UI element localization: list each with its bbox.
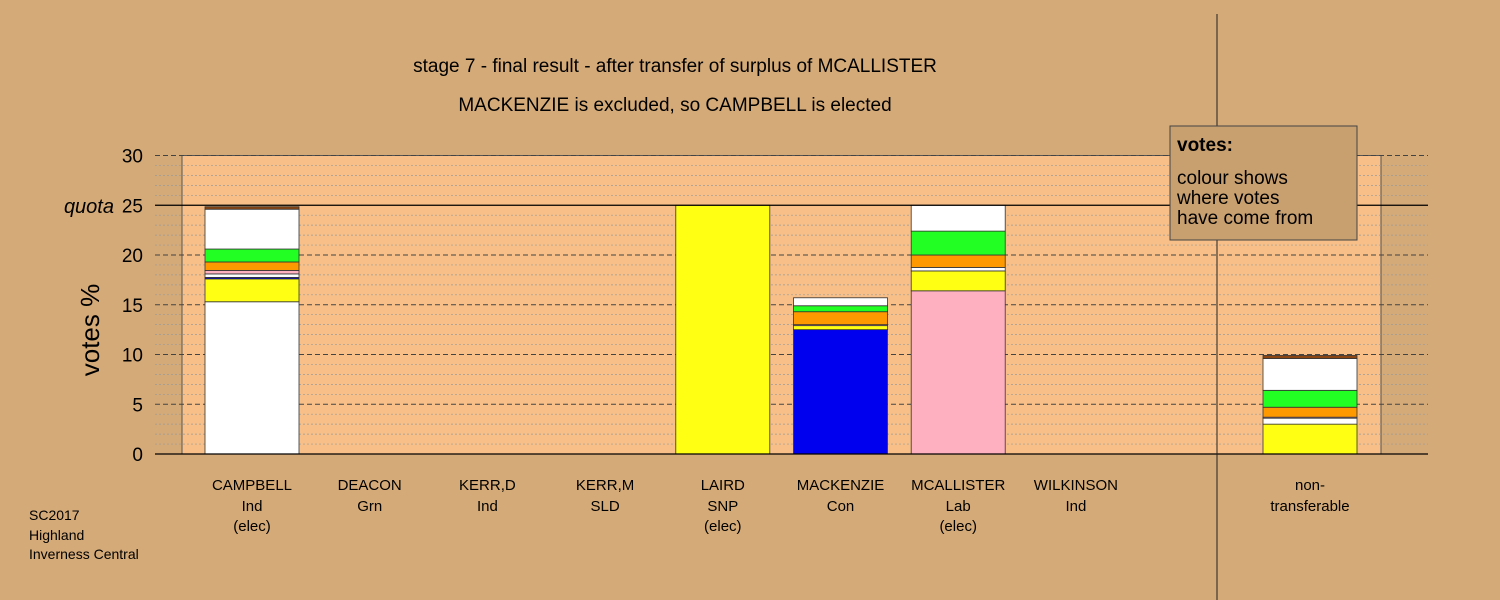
y-tick-label: 5 xyxy=(132,395,143,416)
bar-segment-campbell-8 xyxy=(204,206,300,210)
bar-segment-campbell-7 xyxy=(204,208,300,250)
legend: votes: colour shows where votes have com… xyxy=(1169,125,1358,241)
y-tick-label: 0 xyxy=(132,445,143,466)
candidate-status-label: (elec) xyxy=(939,518,977,535)
candidate-party-label: Grn xyxy=(357,498,382,515)
bar-segment-campbell-6 xyxy=(204,248,300,263)
chart-title: stage 7 - final result - after transfer … xyxy=(413,56,937,77)
candidate-status-label: (elec) xyxy=(233,518,271,535)
y-tick-label: 15 xyxy=(122,296,143,317)
y-tick-label: 25 xyxy=(122,196,143,217)
bar-segment-mcallister-0 xyxy=(910,290,1006,455)
legend-line-3: have come from xyxy=(1177,208,1313,229)
legend-box xyxy=(1169,125,1358,241)
candidate-name-label: MACKENZIE xyxy=(797,477,885,494)
footer-election: SC2017 xyxy=(29,507,80,523)
bar-segment-mcallister-1 xyxy=(910,270,1006,292)
legend-heading: votes: xyxy=(1177,135,1233,156)
bar-segment-mcallister-3 xyxy=(910,254,1006,268)
bar-segment-mcallister-4 xyxy=(910,230,1006,256)
quota-label: quota xyxy=(64,196,114,218)
nontransferable-label: transferable xyxy=(1270,498,1349,515)
candidate-status-label: (elec) xyxy=(704,518,742,535)
bar-segment-mackenzie-1 xyxy=(793,325,888,331)
bar-segment-campbell-4 xyxy=(204,270,300,275)
y-tick-label: 20 xyxy=(122,246,143,267)
bar-segment-campbell-1 xyxy=(204,278,300,303)
candidate-name-label: MCALLISTER xyxy=(911,477,1005,494)
bar-segment-laird-0 xyxy=(675,204,771,455)
bar-segment-nontransferable-3 xyxy=(1262,406,1358,418)
candidate-party-label: SLD xyxy=(591,498,620,515)
bar-segment-campbell-5 xyxy=(204,261,300,271)
candidate-name-label: WILKINSON xyxy=(1034,477,1118,494)
candidate-party-label: SNP xyxy=(707,498,738,515)
candidate-name-label: DEACON xyxy=(338,477,402,494)
candidate-name-label: LAIRD xyxy=(701,477,745,494)
bar-segment-campbell-3 xyxy=(204,273,300,278)
footer-ward: Inverness Central xyxy=(29,546,139,562)
y-axis-label: votes % xyxy=(75,284,105,377)
candidate-name-label: KERR,M xyxy=(576,477,634,494)
candidate-name-label: KERR,D xyxy=(459,477,516,494)
bar-segment-nontransferable-5 xyxy=(1262,358,1358,391)
bar-segment-mackenzie-5 xyxy=(793,297,888,307)
bar-segment-mackenzie-3 xyxy=(793,311,888,326)
bar-segment-nontransferable-0 xyxy=(1262,423,1358,455)
bar-segment-mcallister-5 xyxy=(910,204,1006,232)
candidate-party-label: Lab xyxy=(946,498,971,515)
legend-line-1: colour shows xyxy=(1177,168,1288,189)
candidate-party-label: Ind xyxy=(477,498,498,515)
chart-subtitle: MACKENZIE is excluded, so CAMPBELL is el… xyxy=(458,95,891,116)
bar-segment-nontransferable-1 xyxy=(1262,417,1358,425)
bars xyxy=(204,204,1358,455)
y-tick-label: 30 xyxy=(122,147,143,168)
legend-line-2: where votes xyxy=(1176,188,1279,209)
gridlines xyxy=(155,155,1428,445)
bar-segment-campbell-0 xyxy=(204,301,300,455)
candidate-party-label: Ind xyxy=(242,498,263,515)
candidate-name-label: CAMPBELL xyxy=(212,477,292,494)
bar-segment-mackenzie-4 xyxy=(793,305,888,313)
candidate-party-label: Con xyxy=(827,498,855,515)
nontransferable-label: non- xyxy=(1295,477,1325,494)
bar-segment-nontransferable-4 xyxy=(1262,389,1358,408)
bar-segment-mackenzie-0 xyxy=(793,329,888,455)
y-tick-labels: 0 5 10 15 20 25 30 xyxy=(122,147,143,467)
bar-segment-nontransferable-6 xyxy=(1262,355,1358,359)
y-tick-label: 10 xyxy=(122,346,143,367)
bar-segment-mcallister-2 xyxy=(910,267,1006,272)
candidate-party-label: Ind xyxy=(1065,498,1086,515)
footer-council: Highland xyxy=(29,527,84,543)
x-category-labels: CAMPBELL Ind (elec) DEACON Grn KERR,D Ind KERR,… xyxy=(212,477,1350,535)
